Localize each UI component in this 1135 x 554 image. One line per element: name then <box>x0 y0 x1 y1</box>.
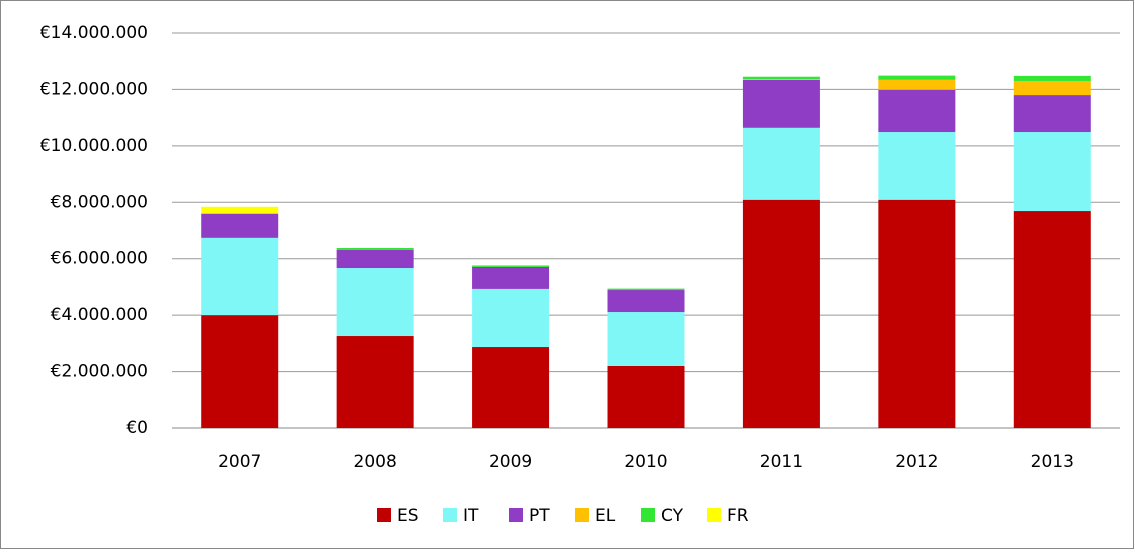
bar-segment <box>607 290 685 313</box>
legend-swatch <box>443 508 457 522</box>
bar-segment <box>336 249 414 269</box>
bar-segment <box>878 89 956 133</box>
y-tick-label: €4.000.000 <box>51 305 148 325</box>
bar-segment <box>742 199 820 428</box>
bar-segment <box>472 347 550 428</box>
bar-segment <box>336 247 414 250</box>
bar-segment <box>201 206 279 214</box>
bar-segment <box>1013 132 1091 212</box>
y-tick-label: €12.000.000 <box>40 79 148 99</box>
bar-segment <box>878 199 956 428</box>
bar-segment <box>472 288 550 348</box>
bar-segment <box>607 312 685 366</box>
bar-segment <box>472 265 550 267</box>
legend-swatch <box>575 508 589 522</box>
bar-segment <box>742 79 820 128</box>
y-tick-label: €8.000.000 <box>51 192 148 212</box>
y-tick-label: €0 <box>126 418 148 438</box>
bar-segment <box>742 127 820 200</box>
y-tick-label: €2.000.000 <box>51 362 148 382</box>
x-tick-label: 2013 <box>1031 452 1074 472</box>
x-tick-label: 2009 <box>489 452 532 472</box>
legend-swatch <box>641 508 655 522</box>
x-tick-label: 2007 <box>218 452 261 472</box>
bar-segment <box>878 132 956 200</box>
bar-segment <box>878 79 956 90</box>
bar-segment <box>201 213 279 214</box>
x-tick-label: 2008 <box>354 452 397 472</box>
x-tick-label: 2012 <box>895 452 938 472</box>
y-tick-label: €14.000.000 <box>40 23 148 43</box>
y-tick-label: €6.000.000 <box>51 249 148 269</box>
x-tick-label: 2010 <box>624 452 667 472</box>
bar-segment <box>742 78 820 80</box>
bar-segment <box>878 75 956 80</box>
bar-segment <box>201 315 279 428</box>
bar-segment <box>1013 211 1091 428</box>
bar-segment <box>1013 95 1091 133</box>
bar-segment <box>201 213 279 238</box>
bar-segment <box>472 266 550 289</box>
bar-segment <box>742 76 820 79</box>
bar-segment <box>336 336 414 428</box>
bar-segment <box>201 237 279 316</box>
legend-label: FR <box>727 506 749 526</box>
legend-swatch <box>509 508 523 522</box>
legend-swatch <box>377 508 391 522</box>
bar-segment <box>336 268 414 337</box>
x-tick-label: 2011 <box>760 452 803 472</box>
legend-label: IT <box>463 506 479 526</box>
bar-segment <box>1013 75 1091 81</box>
bar-segment <box>607 288 685 291</box>
bar-segment <box>1013 80 1091 96</box>
legend-label: PT <box>529 506 550 526</box>
legend-label: EL <box>595 506 616 526</box>
y-tick-label: €10.000.000 <box>40 136 148 156</box>
legend-label: ES <box>397 506 419 526</box>
bar-segment <box>607 365 685 428</box>
legend-label: CY <box>661 506 684 526</box>
legend-swatch <box>707 508 721 522</box>
